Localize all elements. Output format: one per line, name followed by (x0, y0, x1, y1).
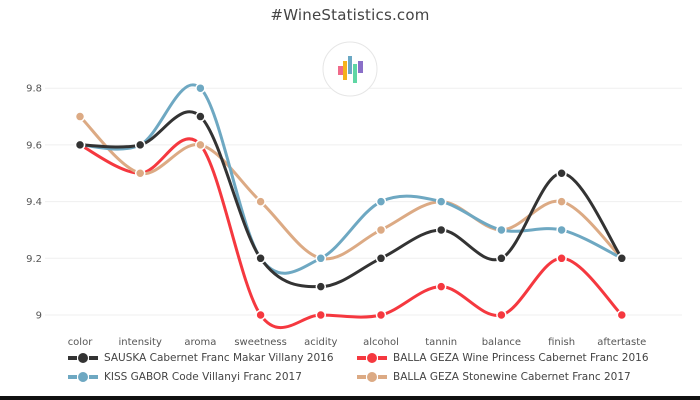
data-point[interactable] (195, 111, 206, 122)
data-point[interactable] (255, 253, 266, 264)
legend-swatch-icon (357, 372, 387, 382)
x-tick-label: alcohol (363, 337, 399, 348)
data-point[interactable] (74, 139, 86, 151)
data-point[interactable] (134, 168, 146, 179)
legend-label: SAUSKA Cabernet Franc Makar Villany 2016 (104, 352, 334, 364)
series-line (78, 115, 624, 261)
data-point[interactable] (616, 309, 628, 321)
data-point[interactable] (556, 224, 567, 236)
x-tick-label: tannin (425, 337, 457, 348)
legend-label: BALLA GEZA Stonewine Cabernet Franc 2017 (393, 371, 631, 383)
x-tick-label: finish (548, 337, 575, 348)
series-lines (74, 82, 628, 330)
y-tick-label: 9.8 (26, 84, 42, 95)
series-line (78, 110, 624, 289)
data-point[interactable] (195, 82, 206, 94)
data-point[interactable] (195, 139, 206, 151)
y-tick-label: 9 (36, 311, 42, 322)
data-point[interactable] (375, 224, 387, 236)
x-tick-label: aroma (184, 337, 216, 348)
data-point[interactable] (315, 281, 327, 292)
data-point[interactable] (315, 253, 327, 264)
x-tick-label: aftertaste (597, 337, 646, 348)
x-tick-label: intensity (119, 337, 162, 348)
series-line (78, 83, 624, 275)
data-point[interactable] (255, 196, 266, 207)
legend-item[interactable]: BALLA GEZA Stonewine Cabernet Franc 2017 (357, 371, 631, 383)
legend-label: BALLA GEZA Wine Princess Cabernet Franc … (393, 352, 649, 364)
legend-item[interactable]: BALLA GEZA Wine Princess Cabernet Franc … (357, 352, 649, 364)
data-point[interactable] (375, 196, 387, 207)
data-point[interactable] (556, 253, 567, 264)
legend-item[interactable]: KISS GABOR Code Villanyi Franc 2017 (68, 371, 302, 383)
x-axis: color intensity aroma sweetness acidity alcoh… (68, 337, 647, 348)
data-point[interactable] (435, 224, 447, 236)
legend-item[interactable]: SAUSKA Cabernet Franc Makar Villany 2016 (68, 352, 334, 364)
legend-swatch-icon (68, 372, 98, 382)
data-point[interactable] (616, 253, 628, 264)
data-point[interactable] (496, 224, 507, 236)
legend-label: KISS GABOR Code Villanyi Franc 2017 (104, 371, 302, 383)
data-point[interactable] (255, 309, 266, 321)
data-point[interactable] (375, 253, 387, 264)
y-tick-label: 9.4 (26, 197, 42, 208)
bottom-border (0, 396, 700, 400)
data-point[interactable] (435, 281, 447, 292)
y-tick-label: 9.6 (26, 140, 42, 151)
data-point[interactable] (375, 309, 387, 321)
data-point[interactable] (74, 111, 86, 122)
chart-title: #WineStatistics.com (270, 6, 430, 24)
data-point[interactable] (134, 139, 146, 151)
y-tick-label: 9.2 (26, 254, 42, 265)
data-point[interactable] (435, 196, 447, 207)
data-point[interactable] (496, 309, 507, 321)
legend-swatch-icon (68, 353, 98, 363)
y-axis: 9 9.2 9.4 9.6 9.8 (26, 84, 42, 322)
data-point[interactable] (496, 253, 507, 264)
data-point[interactable] (556, 196, 567, 207)
data-point[interactable] (556, 168, 567, 179)
x-tick-label: color (68, 337, 94, 348)
bar-chart-logo-icon (322, 41, 378, 97)
legend-swatch-icon (357, 353, 387, 363)
gridlines (45, 87, 682, 316)
series-line (78, 137, 624, 330)
data-point[interactable] (315, 309, 327, 321)
x-tick-label: sweetness (234, 337, 287, 348)
x-tick-label: balance (482, 337, 521, 348)
x-tick-label: acidity (304, 337, 337, 348)
